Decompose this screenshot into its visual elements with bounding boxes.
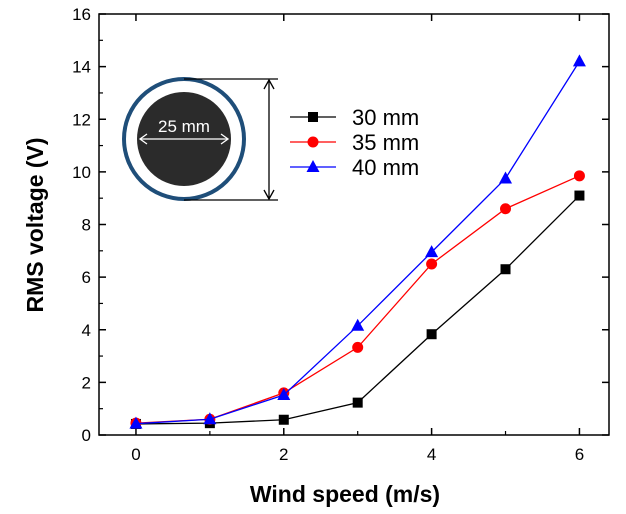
- data-point: [426, 258, 438, 270]
- y-tick-label: 10: [72, 163, 91, 182]
- legend-label: 30 mm: [352, 105, 419, 130]
- legend-marker: [306, 160, 320, 172]
- inset-width-arrow: [138, 133, 230, 145]
- data-point: [203, 412, 217, 425]
- y-axis-ticks: 0 2 4 6 8 10 12 14 16: [72, 5, 609, 445]
- legend-entry: 30 mm: [290, 105, 419, 130]
- data-point: [351, 318, 365, 331]
- y-tick-label: 14: [72, 58, 91, 77]
- data-point: [572, 54, 586, 67]
- inset-diameter-illustration: 25 mm: [122, 77, 278, 201]
- data-point: [352, 341, 364, 353]
- legend-entry: 40 mm: [290, 155, 419, 180]
- inset-core-label: 25 mm: [158, 117, 210, 136]
- x-axis-ticks: 0 2 4 6: [131, 14, 584, 464]
- data-point: [500, 203, 512, 215]
- data-point: [425, 245, 439, 258]
- legend-label: 40 mm: [352, 155, 419, 180]
- legend-label: 35 mm: [352, 130, 419, 155]
- series-40-mm: [129, 54, 586, 429]
- y-tick-label: 0: [82, 426, 91, 445]
- x-tick-label: 0: [131, 445, 140, 464]
- y-tick-label: 4: [82, 321, 91, 340]
- legend-marker: [307, 136, 319, 148]
- series-line: [135, 195, 580, 425]
- x-tick-label: 6: [575, 445, 584, 464]
- y-tick-label: 8: [82, 216, 91, 235]
- x-axis-title: Wind speed (m/s): [250, 481, 440, 507]
- y-axis-title: RMS voltage (V): [22, 137, 48, 312]
- y-tick-label: 16: [72, 5, 91, 24]
- x-tick-label: 2: [279, 445, 288, 464]
- data-point: [352, 397, 363, 408]
- data-point: [574, 190, 585, 201]
- data-point: [500, 264, 511, 275]
- plot-area-border: [98, 13, 610, 436]
- series-line: [135, 175, 580, 424]
- data-point: [426, 329, 437, 340]
- data-point: [499, 171, 513, 184]
- data-point: [277, 388, 291, 401]
- data-point: [278, 414, 289, 425]
- inset-diameter-dimension: [184, 78, 278, 201]
- y-tick-label: 6: [82, 268, 91, 287]
- series-35-mm: [130, 170, 585, 429]
- series-30-mm: [130, 190, 585, 429]
- series-layer: [129, 54, 586, 429]
- data-point: [573, 170, 585, 182]
- y-tick-label: 2: [82, 373, 91, 392]
- legend-marker: [308, 112, 318, 122]
- y-tick-label: 12: [72, 110, 91, 129]
- legend-entry: 35 mm: [290, 130, 419, 155]
- data-point: [129, 416, 143, 429]
- x-tick-label: 4: [427, 445, 436, 464]
- plot-frame: [98, 13, 610, 436]
